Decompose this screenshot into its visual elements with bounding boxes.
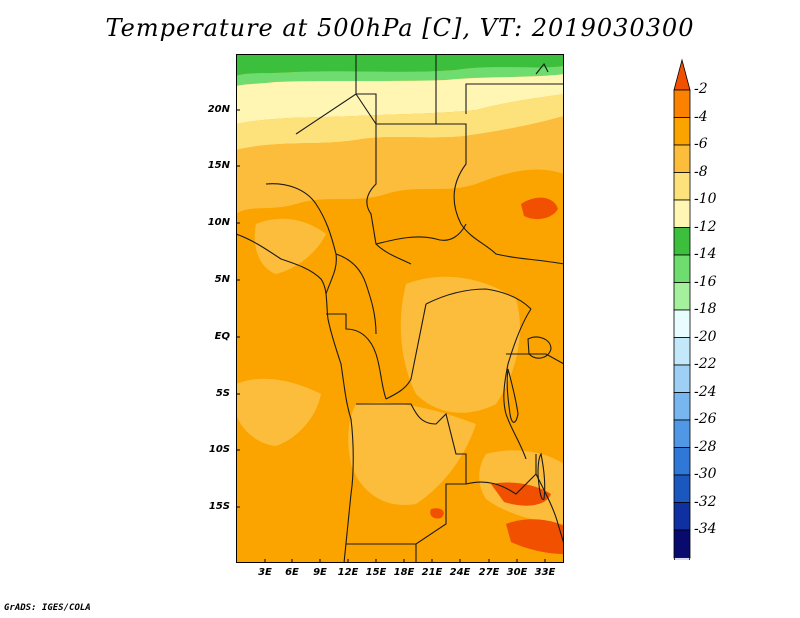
colorbar-label: -16	[694, 273, 717, 290]
colorbar-label: -22	[694, 356, 717, 372]
colorbar-label: -2	[694, 81, 708, 97]
colorbar-swatch	[673, 89, 691, 118]
field-patch-southwest	[236, 378, 321, 446]
colorbar-label: -18	[694, 301, 717, 317]
colorbar-label: -8	[694, 163, 708, 180]
lon-tick-label: 24E	[449, 567, 471, 578]
border-car	[375, 223, 467, 245]
border-tanzania	[506, 353, 564, 365]
colorbar-label: -4	[694, 108, 708, 125]
lat-tick-label: 5S	[215, 388, 230, 399]
field-patch-south	[348, 402, 476, 505]
credit-text: GrADS: IGES/COLA	[4, 603, 91, 613]
border-drc-west	[385, 303, 427, 400]
chart-title: Temperature at 500hPa [C], VT: 201903030…	[105, 14, 695, 42]
colorbar-swatch	[673, 502, 691, 531]
lon-tick-label: 9E	[313, 567, 327, 578]
field-patch-congo	[400, 276, 520, 413]
colorbar-swatch	[673, 529, 691, 558]
lon-tick-label: 12E	[337, 567, 359, 578]
lake-victoria	[527, 336, 552, 359]
colorbar-label: -34	[694, 521, 717, 537]
colorbar-swatch	[673, 227, 691, 256]
field-band-paleyellow	[236, 74, 564, 124]
colorbar-label: -14	[694, 246, 717, 262]
colorbar-swatch	[673, 364, 691, 393]
lon-tick-label: 21E	[421, 567, 443, 578]
border-nigeria	[265, 183, 337, 295]
colorbar-top-arrow	[673, 58, 691, 91]
lon-tick-label: 3E	[258, 567, 272, 578]
colorbar-label: -20	[694, 328, 717, 345]
field-band-lightgreen	[236, 66, 564, 86]
lat-tick-label: 15S	[208, 501, 230, 512]
lat-tick-label: 10N	[207, 217, 230, 228]
border-libya-egypt	[355, 54, 437, 125]
coastline-west-africa	[236, 233, 354, 563]
field-warm-central	[430, 508, 444, 519]
lon-tick-label: 27E	[478, 567, 500, 578]
lat-tick-label: 15N	[207, 160, 230, 171]
border-sudan-south	[436, 123, 564, 265]
colorbar-label: -28	[694, 438, 717, 455]
map-frame	[236, 54, 564, 563]
lon-tick-label: 18E	[393, 567, 415, 578]
lat-tick-label: EQ	[214, 331, 230, 342]
colorbar-bottom-arrow	[673, 557, 691, 560]
colorbar-label: -6	[694, 136, 708, 152]
field-patch-west	[254, 218, 326, 274]
colorbar-swatch	[673, 309, 691, 338]
border-drc-north	[425, 288, 532, 310]
lat-tick-label: 5N	[214, 274, 230, 285]
field-patch-north	[236, 116, 564, 214]
colorbar-swatch	[673, 392, 691, 421]
lat-tick-label: 20N	[207, 104, 230, 115]
lon-tick-label: 33E	[534, 567, 556, 578]
colorbar-swatch	[673, 172, 691, 201]
border-cameroon	[335, 253, 377, 335]
lon-tick-label: 30E	[506, 567, 528, 578]
colorbar-swatch	[673, 144, 691, 173]
colorbar-swatch	[673, 447, 691, 476]
border-chad	[295, 93, 412, 265]
field-warm-east	[521, 197, 558, 220]
lake-tanganyika	[506, 368, 519, 423]
border-namibia	[346, 543, 417, 563]
field-band-yellow	[236, 94, 564, 150]
colorbar-swatch	[673, 117, 691, 146]
colorbar-swatch	[673, 337, 691, 366]
coastlines-borders	[236, 54, 564, 563]
temperature-map	[236, 54, 564, 563]
colorbar-label: -26	[694, 411, 717, 427]
colorbar-swatch	[673, 474, 691, 503]
axis-ticks	[236, 109, 546, 563]
lake-malawi	[537, 452, 546, 500]
field-band-green	[236, 54, 564, 76]
lon-tick-label: 15E	[365, 567, 387, 578]
colorbar-swatch	[673, 254, 691, 283]
border-zambia	[465, 454, 537, 495]
colorbar-swatch	[673, 199, 691, 228]
colorbar-label: -32	[694, 493, 717, 510]
border-angola	[356, 403, 467, 545]
border-congo	[326, 313, 387, 400]
border-sudan	[465, 83, 564, 114]
colorbar-label: -10	[694, 191, 717, 207]
border-drc-east	[503, 308, 532, 460]
field-warm-south	[506, 519, 564, 554]
lon-tick-label: 6E	[285, 567, 299, 578]
coast-red-sea	[535, 62, 549, 75]
colorbar-label: -12	[694, 218, 717, 235]
colorbar-swatch	[673, 419, 691, 448]
lat-tick-label: 10S	[208, 444, 230, 455]
colorbar-label: -30	[694, 466, 717, 482]
colorbar-swatch	[673, 282, 691, 311]
border-mozambique	[535, 473, 564, 545]
colorbar	[673, 58, 691, 560]
colorbar-label: -24	[694, 383, 717, 400]
